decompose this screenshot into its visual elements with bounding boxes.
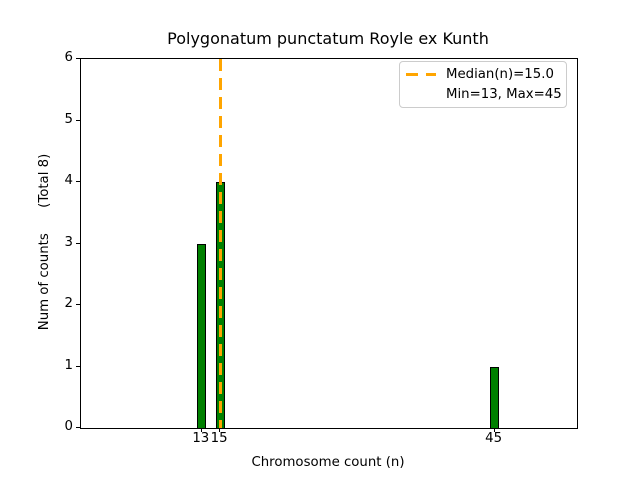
bar (197, 243, 207, 428)
plot-area (80, 58, 578, 429)
legend-minmax-label: Min=13, Max=45 (446, 86, 562, 102)
x-axis-label: Chromosome count (n) (251, 455, 405, 470)
legend-entry-minmax: Min=13, Max=45 (406, 85, 562, 105)
y-tick (76, 427, 80, 428)
x-tick (219, 428, 221, 432)
x-tick (200, 428, 202, 432)
y-tick (76, 181, 80, 182)
y-tick-label: 2 (64, 296, 73, 311)
x-tick (493, 428, 495, 432)
chart-title: Polygonatum punctatum Royle ex Kunth (167, 29, 489, 48)
legend: Median(n)=15.0 Min=13, Max=45 (399, 61, 567, 108)
y-axis-label: Num of counts (Total 8) (37, 153, 52, 331)
bar (490, 366, 500, 428)
x-tick-label: 15 (210, 431, 228, 446)
y-tick (76, 365, 80, 367)
y-tick (76, 58, 80, 59)
x-tick-label: 13 (192, 431, 210, 446)
y-tick (76, 119, 80, 121)
legend-sample-spacer (406, 93, 436, 97)
legend-entry-median: Median(n)=15.0 (406, 65, 558, 85)
median-line (218, 59, 222, 428)
median-dashed-line-legend-sample (406, 72, 436, 77)
legend-median-label: Median(n)=15.0 (446, 66, 554, 82)
y-tick (76, 242, 80, 244)
y-tick-label: 3 (64, 234, 73, 250)
y-tick-label: 5 (64, 111, 73, 127)
y-tick-label: 0 (64, 419, 73, 434)
y-tick-label: 4 (64, 173, 73, 188)
y-tick-label: 6 (64, 50, 73, 65)
y-tick (76, 304, 80, 305)
x-tick-label: 45 (485, 431, 503, 446)
y-tick-label: 1 (64, 357, 73, 373)
